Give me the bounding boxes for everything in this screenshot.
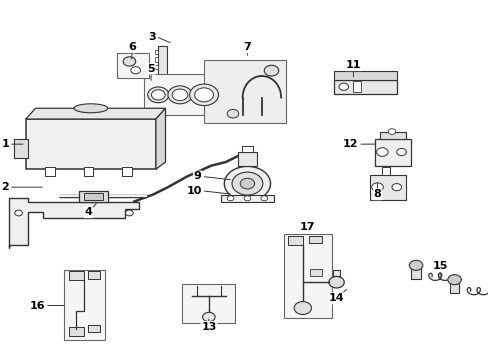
Text: 11: 11 bbox=[345, 60, 361, 70]
Bar bbox=[410, 268, 420, 279]
Circle shape bbox=[376, 148, 387, 156]
Text: 10: 10 bbox=[186, 186, 201, 196]
Bar bbox=[288, 235, 302, 244]
Circle shape bbox=[202, 312, 215, 321]
Polygon shape bbox=[26, 108, 165, 119]
Bar bbox=[237, 152, 257, 166]
Text: 2: 2 bbox=[1, 182, 9, 192]
Bar bbox=[69, 327, 83, 336]
Circle shape bbox=[231, 172, 263, 195]
Circle shape bbox=[371, 183, 383, 192]
Text: 4: 4 bbox=[84, 207, 92, 217]
Circle shape bbox=[227, 196, 233, 201]
Bar bbox=[241, 145, 253, 152]
Text: 16: 16 bbox=[29, 301, 45, 311]
Circle shape bbox=[172, 89, 187, 101]
Bar bbox=[449, 282, 458, 293]
Bar bbox=[45, 167, 55, 176]
Bar bbox=[88, 325, 101, 332]
Circle shape bbox=[15, 210, 22, 216]
Circle shape bbox=[151, 90, 165, 100]
Bar bbox=[155, 57, 158, 62]
Text: 7: 7 bbox=[243, 42, 251, 52]
Bar bbox=[283, 234, 331, 318]
Circle shape bbox=[125, 210, 133, 216]
Bar bbox=[155, 64, 158, 69]
Bar bbox=[332, 270, 340, 276]
Text: 13: 13 bbox=[201, 322, 216, 332]
Bar bbox=[64, 270, 105, 339]
Circle shape bbox=[328, 276, 344, 288]
Circle shape bbox=[447, 275, 460, 285]
Circle shape bbox=[167, 86, 192, 104]
Text: 8: 8 bbox=[373, 189, 381, 199]
Bar bbox=[122, 167, 132, 176]
Bar bbox=[308, 236, 322, 243]
Text: 6: 6 bbox=[127, 42, 136, 52]
Bar bbox=[374, 139, 410, 166]
Bar bbox=[124, 60, 133, 63]
Bar bbox=[117, 53, 148, 78]
Circle shape bbox=[194, 88, 213, 102]
Circle shape bbox=[240, 178, 254, 189]
Circle shape bbox=[189, 84, 218, 105]
Text: 5: 5 bbox=[147, 64, 155, 74]
Bar bbox=[353, 81, 360, 92]
Bar bbox=[203, 60, 285, 123]
Circle shape bbox=[227, 109, 238, 118]
Circle shape bbox=[244, 196, 250, 201]
Text: 17: 17 bbox=[299, 222, 315, 231]
Bar bbox=[155, 50, 158, 54]
Circle shape bbox=[396, 148, 406, 156]
Bar bbox=[143, 74, 218, 116]
Polygon shape bbox=[156, 108, 165, 169]
Bar bbox=[182, 284, 235, 323]
Bar bbox=[88, 271, 101, 279]
Bar bbox=[69, 271, 83, 280]
Bar bbox=[379, 132, 406, 139]
Bar bbox=[158, 45, 166, 76]
Bar bbox=[14, 139, 28, 158]
Circle shape bbox=[261, 196, 267, 201]
Text: 9: 9 bbox=[193, 171, 201, 181]
Bar bbox=[369, 175, 406, 200]
Circle shape bbox=[387, 129, 395, 134]
Text: 12: 12 bbox=[342, 139, 358, 149]
Text: 3: 3 bbox=[148, 32, 156, 41]
Bar bbox=[83, 167, 93, 176]
Circle shape bbox=[338, 83, 348, 90]
Bar bbox=[333, 80, 396, 94]
Circle shape bbox=[294, 302, 311, 315]
Polygon shape bbox=[9, 198, 139, 248]
Circle shape bbox=[224, 166, 270, 201]
Text: 15: 15 bbox=[431, 261, 447, 271]
Bar bbox=[221, 195, 273, 202]
Circle shape bbox=[408, 260, 422, 270]
Bar bbox=[382, 167, 389, 175]
Circle shape bbox=[391, 184, 401, 191]
Bar bbox=[333, 71, 396, 80]
Bar bbox=[26, 119, 156, 169]
Bar bbox=[83, 193, 102, 200]
Bar bbox=[293, 278, 305, 286]
Circle shape bbox=[147, 87, 168, 103]
Circle shape bbox=[123, 57, 135, 66]
Text: 14: 14 bbox=[328, 293, 344, 303]
Circle shape bbox=[264, 65, 278, 76]
Ellipse shape bbox=[74, 104, 107, 113]
Bar bbox=[79, 191, 107, 202]
Bar bbox=[309, 269, 322, 276]
Circle shape bbox=[131, 67, 140, 74]
Text: 1: 1 bbox=[1, 139, 9, 149]
